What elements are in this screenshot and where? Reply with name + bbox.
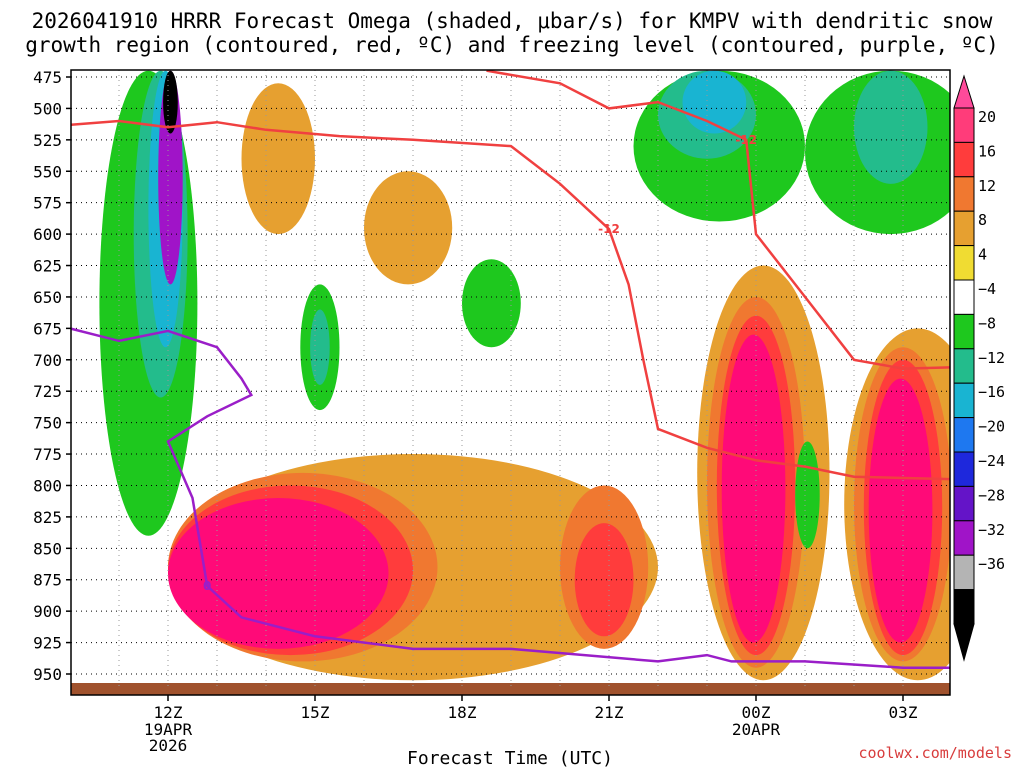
- x-tick-sublabel-0-0: 19APR: [144, 720, 193, 739]
- omega-region-3-2: [868, 378, 933, 643]
- omega-region-4-5: [795, 441, 820, 549]
- colorbar-swatch-0: [953, 107, 975, 143]
- contour-line-1: [486, 70, 950, 370]
- omega-region-7-0: [158, 70, 183, 285]
- colorbar-label-11: −28: [978, 486, 1005, 504]
- omega-region-3-1: [721, 334, 786, 643]
- y-tick-label-18: 925: [33, 634, 62, 653]
- y-tick-label-17: 900: [33, 602, 62, 621]
- omega-region-5-3: [310, 309, 330, 385]
- colorbar-label-0: 20: [978, 108, 996, 126]
- y-axis: 475 500 525 550 575 600 625 650 675 700 725 750 775 8…: [33, 68, 71, 684]
- y-tick-label-16: 875: [33, 571, 62, 590]
- y-tick-label-11: 750: [33, 414, 62, 433]
- y-tick-label-9: 700: [33, 351, 62, 370]
- x-tick-label-5: 03Z: [889, 703, 918, 722]
- x-tick-label-1: 15Z: [301, 703, 330, 722]
- x-tick-sublabel-4-0: 20APR: [732, 720, 781, 739]
- y-tick-label-4: 575: [33, 194, 62, 213]
- y-tick-label-10: 725: [33, 382, 62, 401]
- colorbar-label-9: −20: [978, 418, 1005, 436]
- colorbar-label-7: −12: [978, 349, 1005, 367]
- colorbar-swatch-6: [953, 313, 975, 350]
- y-tick-label-6: 625: [33, 257, 62, 276]
- x-tick-label-0: 12Z: [154, 703, 183, 722]
- colorbar-label-5: −4: [978, 280, 996, 298]
- colorbar-swatch-13: [953, 554, 975, 591]
- omega-region-0-3: [241, 83, 315, 235]
- colorbar-swatch-3: [953, 210, 975, 247]
- omega-region-8-0: [163, 70, 178, 134]
- chart-title-line-2: growth region (contoured, red, ºC) and f…: [25, 33, 999, 57]
- colorbar-swatch-9: [953, 417, 975, 453]
- y-tick-label-2: 525: [33, 131, 62, 150]
- colorbar-label-12: −32: [978, 521, 1005, 539]
- y-tick-label-1: 500: [33, 99, 62, 118]
- x-tick-label-4: 00Z: [742, 703, 771, 722]
- omega-region-0-4: [364, 171, 453, 285]
- contour-label-0: -12: [598, 222, 620, 236]
- x-tick-label-2: 18Z: [448, 703, 477, 722]
- colorbar-label-13: −36: [978, 555, 1005, 573]
- colorbar-swatch-4: [953, 245, 975, 281]
- colorbar-swatch-8: [953, 382, 975, 419]
- colorbar-swatch-14: [953, 589, 975, 625]
- y-tick-label-3: 550: [33, 162, 62, 181]
- colorbar-swatch-11: [953, 485, 975, 522]
- chart-title-line-1: 2026041910 HRRR Forecast Omega (shaded, …: [32, 9, 993, 33]
- omega-shading: [99, 70, 950, 681]
- colorbar-swatch-12: [953, 520, 975, 556]
- omega-region-2-1: [574, 523, 634, 637]
- x-tick-sublabel-0-1: 2026: [149, 736, 188, 755]
- colorbar-label-2: 12: [978, 177, 996, 195]
- contour-line-0: [71, 119, 950, 481]
- colorbar-label-8: −16: [978, 383, 1005, 401]
- omega-region-5-2: [854, 70, 928, 184]
- colorbar-swatch-5: [953, 279, 975, 315]
- omega-region-3-0: [168, 498, 389, 649]
- colorbar: 20 16 12 8 4 −4 −8 −12 −16 −20 −24 −28 −32 −36: [953, 74, 1005, 662]
- y-tick-label-19: 950: [33, 665, 62, 684]
- y-tick-label-7: 650: [33, 288, 62, 307]
- omega-region-4-2: [462, 259, 521, 348]
- y-tick-label-14: 825: [33, 508, 62, 527]
- contour-label-2: 0: [203, 579, 211, 593]
- colorbar-label-3: 8: [978, 211, 987, 229]
- y-tick-label-0: 475: [33, 68, 62, 87]
- colorbar-bottom-arrow: [953, 623, 975, 662]
- ground-strip: [71, 683, 950, 695]
- colorbar-swatch-7: [953, 348, 975, 384]
- colorbar-label-10: −24: [978, 452, 1005, 470]
- temperature-contours: -12 -12 0: [71, 70, 950, 669]
- colorbar-swatch-10: [953, 451, 975, 487]
- plot-frame: [70, 69, 951, 696]
- y-tick-label-5: 600: [33, 225, 62, 244]
- colorbar-swatch-1: [953, 141, 975, 178]
- colorbar-swatch-2: [953, 176, 975, 212]
- y-tick-label-8: 675: [33, 319, 62, 338]
- x-tick-label-3: 21Z: [595, 703, 624, 722]
- contour-line-2: [71, 327, 950, 669]
- y-tick-label-13: 800: [33, 476, 62, 495]
- colorbar-label-6: −8: [978, 314, 996, 332]
- y-tick-label-12: 775: [33, 445, 62, 464]
- credit-link[interactable]: coolwx.com/models: [858, 744, 1012, 762]
- colorbar-label-1: 16: [978, 142, 996, 160]
- colorbar-label-4: 4: [978, 246, 987, 264]
- colorbar-top-arrow: [953, 74, 975, 109]
- y-tick-label-15: 850: [33, 539, 62, 558]
- contour-label-1: -12: [735, 133, 757, 147]
- x-axis-title: Forecast Time (UTC): [407, 748, 613, 768]
